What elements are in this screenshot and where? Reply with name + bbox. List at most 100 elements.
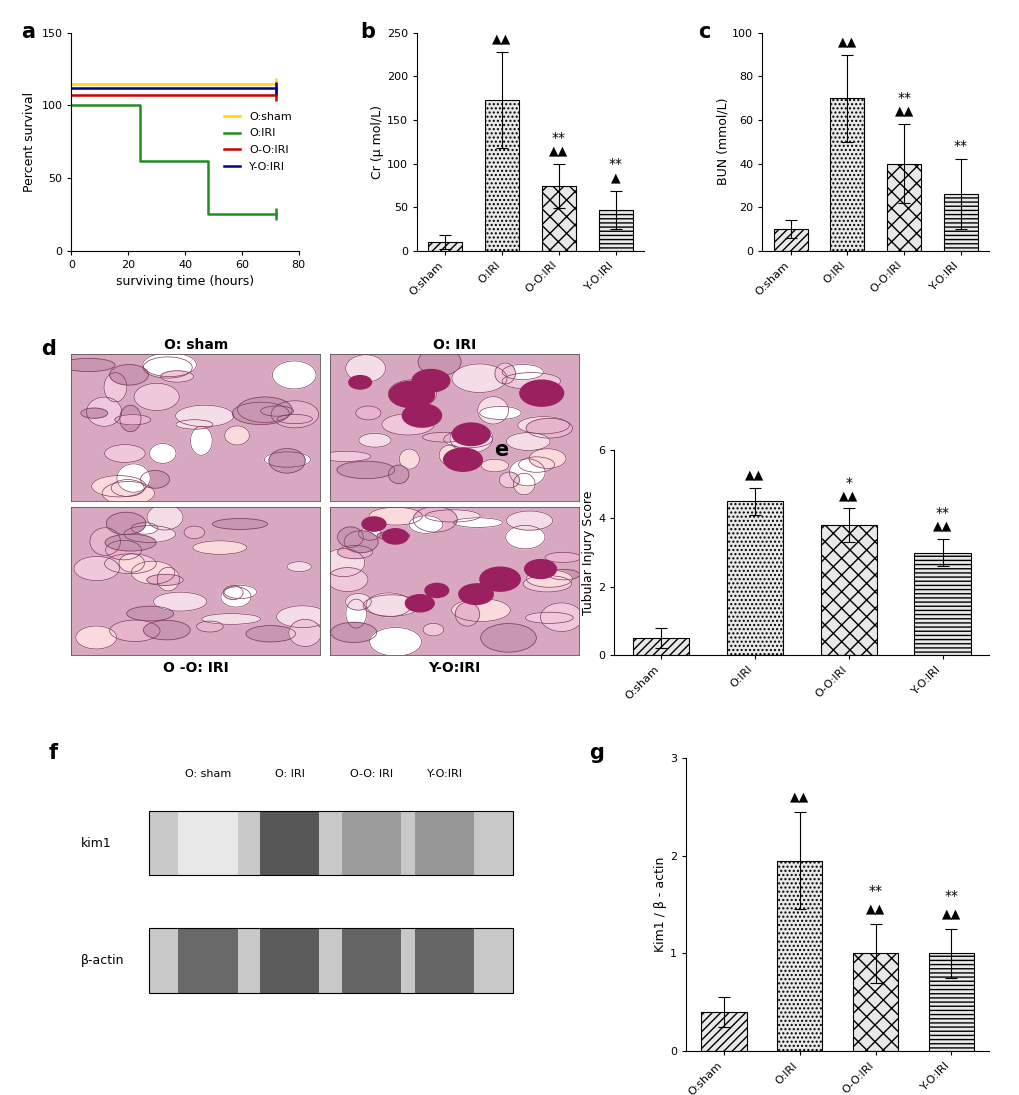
Ellipse shape [409,516,442,533]
Ellipse shape [197,621,223,632]
Ellipse shape [425,510,480,522]
Circle shape [382,529,408,544]
Ellipse shape [183,526,205,539]
Bar [484,100,519,251]
Text: **: ** [944,889,958,902]
Ellipse shape [105,534,156,551]
Text: ▲: ▲ [610,171,620,184]
Ellipse shape [153,592,207,611]
Ellipse shape [81,408,107,418]
Circle shape [524,560,556,578]
Ellipse shape [62,358,115,371]
Ellipse shape [381,414,434,435]
Ellipse shape [513,473,535,495]
Ellipse shape [202,613,261,624]
Ellipse shape [246,625,296,642]
Text: **: ** [868,884,881,898]
FancyBboxPatch shape [342,929,401,992]
FancyBboxPatch shape [415,929,474,992]
Ellipse shape [499,472,519,488]
Ellipse shape [175,419,213,429]
Ellipse shape [157,567,179,591]
Ellipse shape [518,416,569,434]
Bar [829,99,863,251]
Ellipse shape [104,445,145,462]
Ellipse shape [369,507,422,526]
Ellipse shape [453,518,502,528]
Ellipse shape [260,406,293,416]
Ellipse shape [345,599,366,629]
Ellipse shape [161,371,194,382]
Ellipse shape [175,405,233,427]
Circle shape [362,517,385,531]
Text: ▲▲: ▲▲ [894,105,913,118]
O:IRI [65,99,77,112]
Ellipse shape [479,406,521,419]
Ellipse shape [131,561,174,584]
Circle shape [520,380,564,406]
Ellipse shape [193,541,247,554]
Bar [772,229,807,251]
O:IRI [133,99,146,112]
Text: O-O: IRI: O-O: IRI [350,769,393,779]
Ellipse shape [336,461,394,479]
Ellipse shape [418,348,461,376]
Ellipse shape [271,401,318,428]
Ellipse shape [439,445,462,465]
Text: **: ** [608,157,622,171]
Bar [342,929,401,992]
Ellipse shape [131,522,158,534]
Ellipse shape [451,364,506,392]
Y-axis label: BUN (mmol/L): BUN (mmol/L) [715,97,729,185]
Ellipse shape [272,361,316,389]
Ellipse shape [141,471,169,488]
Text: kim1: kim1 [81,837,111,850]
Ellipse shape [75,626,116,649]
Bar [633,638,689,655]
Text: a: a [21,22,36,42]
Text: ▲▲: ▲▲ [865,902,884,915]
Ellipse shape [345,355,385,382]
Ellipse shape [423,623,443,636]
Text: ▲▲: ▲▲ [837,35,856,48]
Ellipse shape [443,430,492,448]
Text: g: g [588,744,603,763]
Bar [913,553,970,655]
Bar [149,810,513,875]
Ellipse shape [359,434,390,447]
Ellipse shape [518,457,554,472]
Ellipse shape [398,449,419,469]
Ellipse shape [388,465,409,484]
Ellipse shape [337,527,363,548]
Ellipse shape [449,424,492,453]
Y-axis label: Cr (μ mol/L): Cr (μ mol/L) [371,105,383,178]
Text: ▲▲: ▲▲ [932,520,951,533]
Ellipse shape [505,526,544,549]
Ellipse shape [359,528,381,540]
Bar [887,163,920,251]
Title: O: IRI: O: IRI [432,338,476,353]
Bar [428,242,462,251]
Ellipse shape [143,353,197,377]
Circle shape [348,376,371,389]
Text: **: ** [953,139,967,152]
Ellipse shape [277,414,312,424]
Ellipse shape [286,562,311,572]
Bar [598,210,632,251]
Ellipse shape [337,545,372,558]
X-axis label: surviving time (hours): surviving time (hours) [116,275,254,288]
Circle shape [425,584,448,598]
Ellipse shape [147,505,182,530]
Ellipse shape [477,396,508,424]
Bar [149,929,513,992]
Ellipse shape [104,372,126,402]
Circle shape [443,448,482,471]
Bar [927,954,973,1051]
Ellipse shape [269,449,305,473]
FancyBboxPatch shape [260,810,319,875]
FancyBboxPatch shape [178,810,237,875]
Text: *: * [845,475,852,489]
Ellipse shape [237,397,291,423]
Ellipse shape [413,507,457,532]
Ellipse shape [126,607,173,621]
